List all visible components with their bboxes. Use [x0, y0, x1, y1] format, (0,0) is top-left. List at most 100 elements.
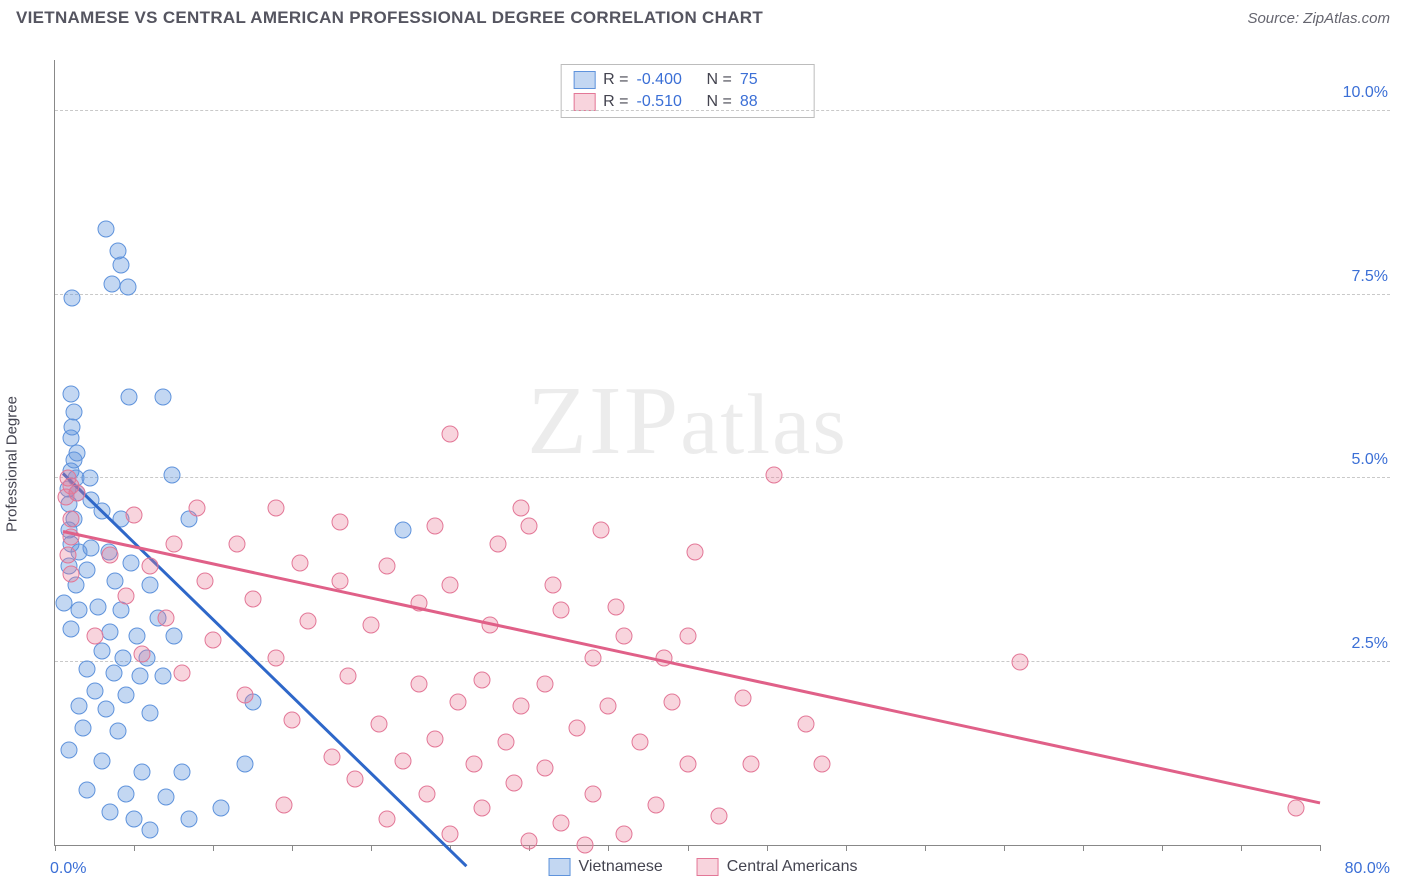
data-point	[379, 811, 396, 828]
data-point	[141, 576, 158, 593]
data-point	[632, 734, 649, 751]
data-point	[119, 279, 136, 296]
y-axis-label: Professional Degree	[4, 396, 21, 532]
y-tick-label: 10.0%	[1343, 84, 1388, 102]
x-tick	[767, 845, 768, 851]
gridline	[55, 294, 1390, 295]
data-point	[426, 517, 443, 534]
data-point	[78, 561, 95, 578]
data-point	[62, 385, 79, 402]
data-point	[426, 730, 443, 747]
data-point	[450, 693, 467, 710]
data-point	[300, 613, 317, 630]
data-point	[114, 649, 131, 666]
x-tick	[1083, 845, 1084, 851]
swatch-central	[573, 93, 595, 111]
data-point	[442, 826, 459, 843]
data-point	[70, 697, 87, 714]
data-point	[584, 785, 601, 802]
data-point	[102, 547, 119, 564]
data-point	[521, 517, 538, 534]
data-point	[339, 668, 356, 685]
legend-label-vietnamese: Vietnamese	[579, 858, 663, 876]
data-point	[236, 756, 253, 773]
x-tick	[846, 845, 847, 851]
data-point	[647, 796, 664, 813]
data-point	[75, 719, 92, 736]
data-point	[553, 602, 570, 619]
data-point	[118, 686, 135, 703]
data-point	[687, 543, 704, 560]
data-point	[521, 833, 538, 850]
data-point	[113, 257, 130, 274]
data-point	[568, 719, 585, 736]
x-tick	[371, 845, 372, 851]
data-point	[110, 723, 127, 740]
legend-n-value-central: 88	[740, 93, 802, 111]
x-tick	[1004, 845, 1005, 851]
data-point	[576, 837, 593, 854]
data-point	[213, 800, 230, 817]
data-point	[679, 627, 696, 644]
y-tick-label: 5.0%	[1352, 451, 1388, 469]
data-point	[584, 649, 601, 666]
data-point	[513, 499, 530, 516]
data-point	[442, 426, 459, 443]
data-point	[608, 598, 625, 615]
data-point	[331, 572, 348, 589]
legend-item-central: Central Americans	[697, 858, 858, 876]
data-point	[497, 734, 514, 751]
data-point	[102, 804, 119, 821]
legend-n-label: N =	[707, 93, 732, 111]
data-point	[141, 558, 158, 575]
data-point	[132, 668, 149, 685]
x-tick	[1320, 845, 1321, 851]
gridline	[55, 477, 1390, 478]
data-point	[616, 627, 633, 644]
data-point	[766, 466, 783, 483]
data-point	[62, 565, 79, 582]
legend-r-label: R =	[603, 93, 628, 111]
data-point	[189, 499, 206, 516]
data-point	[107, 572, 124, 589]
x-tick	[608, 845, 609, 851]
data-point	[489, 536, 506, 553]
data-point	[64, 290, 81, 307]
data-point	[537, 675, 554, 692]
data-point	[418, 785, 435, 802]
chart-area: Professional Degree ZIPatlas R = -0.400 …	[16, 46, 1390, 882]
gridline	[55, 110, 1390, 111]
data-point	[157, 789, 174, 806]
data-point	[154, 389, 171, 406]
data-point	[663, 693, 680, 710]
data-point	[59, 547, 76, 564]
data-point	[141, 704, 158, 721]
data-point	[122, 554, 139, 571]
data-point	[244, 591, 261, 608]
source-label: Source: ZipAtlas.com	[1247, 10, 1390, 27]
data-point	[734, 690, 751, 707]
data-point	[62, 510, 79, 527]
data-point	[83, 539, 100, 556]
series-legend: Vietnamese Central Americans	[549, 858, 858, 876]
data-point	[711, 807, 728, 824]
data-point	[129, 627, 146, 644]
data-point	[276, 796, 293, 813]
data-point	[268, 649, 285, 666]
swatch-central	[697, 858, 719, 876]
data-point	[165, 536, 182, 553]
legend-r-label: R =	[603, 71, 628, 89]
data-point	[268, 499, 285, 516]
x-tick	[925, 845, 926, 851]
data-point	[379, 558, 396, 575]
data-point	[133, 646, 150, 663]
header: VIETNAMESE VS CENTRAL AMERICAN PROFESSIO…	[0, 0, 1406, 32]
data-point	[97, 701, 114, 718]
data-point	[113, 602, 130, 619]
data-point	[537, 759, 554, 776]
data-point	[236, 686, 253, 703]
data-point	[553, 815, 570, 832]
legend-row-vietnamese: R = -0.400 N = 75	[569, 69, 806, 91]
plot-region: ZIPatlas R = -0.400 N = 75 R = -0.510 N …	[54, 60, 1320, 846]
watermark: ZIPatlas	[527, 365, 848, 477]
